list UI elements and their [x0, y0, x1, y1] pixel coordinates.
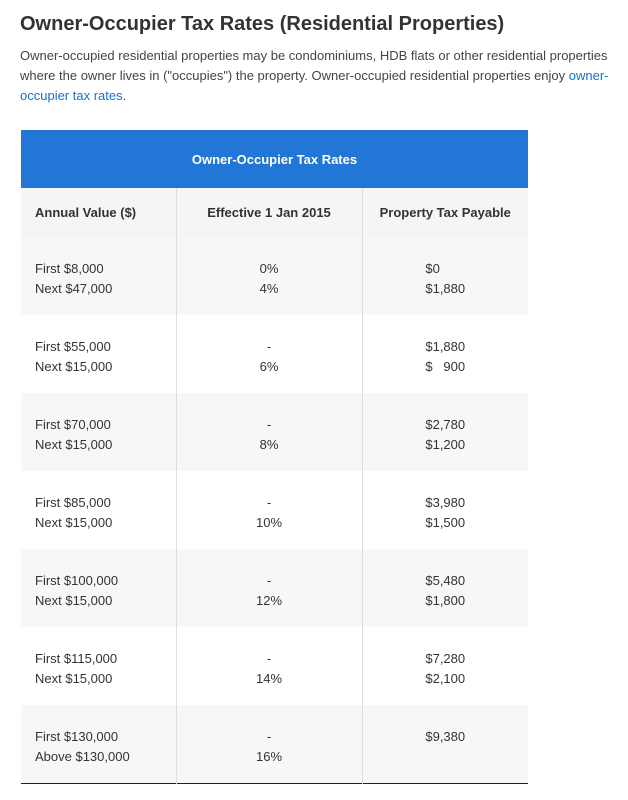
rate-cell-line: 14%	[255, 671, 283, 686]
annual-value-cell-line: First $130,000	[35, 729, 119, 744]
tax-payable-cell-line: $0	[425, 261, 440, 276]
annual-value-cell: First $100,000 Next $15,000	[21, 549, 176, 627]
rate-cell-line: -	[266, 417, 272, 432]
table-row: First $85,000 Next $15,000 - 10% $3,980 $1,50…	[21, 471, 528, 549]
table-row: First $130,000 Above $130,000 - 16% $9,380	[21, 705, 528, 783]
tax-payable-cell: $9,380	[361, 705, 528, 783]
tax-payable-cell: $3,980 $1,500	[361, 471, 528, 549]
tax-payable-cell-line: $1,800	[425, 593, 466, 608]
rate-cell-line: 0%	[259, 261, 279, 276]
table-row: First $100,000 Next $15,000 - 12% $5,480 $1,8…	[21, 549, 528, 627]
annual-value-cell: First $115,000 Next $15,000	[21, 627, 176, 705]
table-caption: Owner-Occupier Tax Rates	[21, 130, 528, 188]
tax-payable-cell-line: $1,880	[425, 339, 466, 354]
col-header-effective-rate: Effective 1 Jan 2015	[175, 188, 362, 237]
rate-cell: 0% 4%	[175, 237, 362, 315]
tax-payable-cell-line: $1,200	[425, 437, 466, 452]
rate-cell: - 10%	[175, 471, 362, 549]
rate-cell-line: -	[266, 729, 272, 744]
intro-end: .	[122, 88, 127, 103]
annual-value-cell-line: Next $47,000	[35, 281, 113, 296]
tax-payable-cell-line: $5,480	[425, 573, 466, 588]
annual-value-cell-line: First $70,000	[35, 417, 111, 432]
rate-cell: - 8%	[175, 393, 362, 471]
rate-cell: - 16%	[175, 705, 362, 783]
annual-value-cell: First $130,000 Above $130,000	[21, 705, 176, 783]
annual-value-cell-line: First $55,000	[35, 339, 111, 354]
annual-value-cell-line: First $115,000	[35, 651, 118, 666]
intro-text: Owner-occupied residential properties ma…	[20, 48, 608, 83]
rate-cell: - 14%	[175, 627, 362, 705]
tax-rates-table: Owner-Occupier Tax Rates Annual Value ($…	[21, 130, 528, 784]
intro-paragraph: Owner-occupied residential properties ma…	[20, 46, 625, 106]
annual-value-cell-line: First $85,000	[35, 495, 111, 510]
annual-value-cell-line: Next $15,000	[35, 359, 113, 374]
annual-value-cell-line: First $100,000	[35, 573, 119, 588]
rate-cell-line: -	[266, 495, 272, 510]
annual-value-cell: First $70,000 Next $15,000	[21, 393, 176, 471]
tax-payable-cell-line: $2,780	[425, 417, 466, 432]
annual-value-cell-line: Next $15,000	[35, 593, 113, 608]
tax-payable-cell-line: $3,980	[425, 495, 466, 510]
table-row: First $55,000 Next $15,000 - 6% $1,880 $ 900	[21, 315, 528, 393]
tax-payable-cell-line: $9,380	[425, 729, 466, 744]
annual-value-cell-line: Above $130,000	[35, 749, 130, 764]
annual-value-cell-line: Next $15,000	[35, 437, 113, 452]
rate-cell-line: 16%	[255, 749, 283, 764]
tax-payable-cell: $1,880 $ 900	[361, 315, 528, 393]
table-row: First $70,000 Next $15,000 - 8% $2,780 $1,200	[21, 393, 528, 471]
tax-payable-cell: $2,780 $1,200	[361, 393, 528, 471]
tax-payable-cell: $5,480 $1,800	[361, 549, 528, 627]
annual-value-cell-line: First $8,000	[35, 261, 104, 276]
annual-value-cell: First $8,000 Next $47,000	[21, 237, 176, 315]
tax-payable-cell-line: $7,280	[425, 651, 466, 666]
tax-payable-cell-line: $ 900	[425, 359, 466, 374]
rate-cell-line: -	[266, 573, 272, 588]
table-row: First $8,000 Next $47,000 0% 4% $0 $1,880	[21, 237, 528, 315]
rate-cell-line: 10%	[255, 515, 283, 530]
annual-value-cell: First $55,000 Next $15,000	[21, 315, 176, 393]
annual-value-cell-line: Next $15,000	[35, 671, 113, 686]
rate-cell: - 12%	[175, 549, 362, 627]
tax-payable-cell-line: $1,880	[425, 281, 466, 296]
tax-payable-cell: $0 $1,880	[361, 237, 528, 315]
rate-cell-line: 4%	[259, 281, 279, 296]
tax-payable-cell-line	[425, 747, 465, 767]
annual-value-cell: First $85,000 Next $15,000	[21, 471, 176, 549]
rate-cell-line: 8%	[259, 437, 279, 452]
rate-cell-line: -	[266, 651, 272, 666]
col-header-tax-payable: Property Tax Payable	[361, 188, 528, 237]
rate-cell-line: 6%	[259, 359, 279, 374]
page-title: Owner-Occupier Tax Rates (Residential Pr…	[20, 13, 505, 35]
tax-payable-cell-line: $2,100	[425, 671, 466, 686]
rate-cell-line: 12%	[255, 593, 283, 608]
rate-cell-line: -	[266, 339, 272, 354]
table-row: First $115,000 Next $15,000 - 14% $7,280 $2,1…	[21, 627, 528, 705]
col-header-annual-value: Annual Value ($)	[21, 188, 176, 237]
annual-value-cell-line: Next $15,000	[35, 515, 113, 530]
owner-occupier-tax-rates-link[interactable]: owner-occupier tax rates	[20, 68, 609, 103]
rate-cell: - 6%	[175, 315, 362, 393]
tax-payable-cell: $7,280 $2,100	[361, 627, 528, 705]
tax-payable-cell-line: $1,500	[425, 515, 466, 530]
